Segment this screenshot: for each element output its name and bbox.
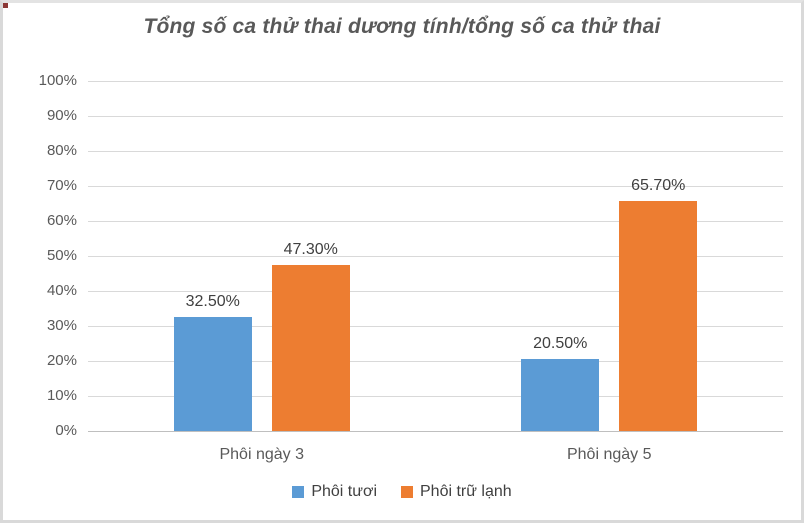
- y-axis-tick-label: 60%: [46, 212, 77, 229]
- legend-swatch-icon: [292, 486, 305, 498]
- gridline: [88, 291, 783, 292]
- bar-data-label: 32.50%: [185, 293, 240, 311]
- bar: [619, 201, 698, 431]
- legend-item: Phôi trữ lạnh: [401, 483, 512, 501]
- bar: [173, 317, 252, 431]
- plot-area: 0% 10% 20% 30% 40% 50% 60% 70% 80% 90% 100% Phôi ng…: [3, 3, 801, 520]
- x-axis-category-label: Phôi ngày 5: [566, 446, 652, 463]
- gridline: [88, 326, 783, 327]
- corner-artifact: [3, 3, 8, 8]
- bar-data-label: 65.70%: [631, 177, 686, 195]
- gridline: [88, 396, 783, 397]
- y-axis-tick-label: 50%: [46, 247, 77, 264]
- legend-label: Phôi trữ lạnh: [420, 483, 512, 500]
- y-axis-tick-label: 90%: [46, 107, 77, 124]
- legend-item: Phôi tươi: [292, 483, 377, 501]
- bar-data-label: 47.30%: [283, 241, 338, 259]
- bar: [521, 359, 600, 431]
- gridline: [88, 81, 783, 82]
- chart-title: Tổng số ca thử thai dương tính/tổng số c…: [143, 15, 661, 38]
- y-axis-tick-label: 70%: [46, 177, 77, 194]
- gridline: [88, 151, 783, 152]
- legend-swatch-icon: [401, 486, 413, 498]
- gridline: [88, 431, 783, 432]
- bar: [271, 265, 350, 431]
- gridline: [88, 256, 783, 257]
- x-axis-category-label: Phôi ngày 3: [219, 446, 304, 463]
- gridline: [88, 221, 783, 222]
- gridline: [88, 186, 783, 187]
- bar-data-label: 20.50%: [533, 335, 588, 353]
- y-axis-tick-label: 10%: [46, 387, 77, 404]
- y-axis-tick-label: 30%: [46, 317, 77, 334]
- y-axis-tick-label: 100%: [38, 72, 77, 89]
- y-axis-tick-label: 0%: [55, 422, 77, 439]
- gridline: [88, 116, 783, 117]
- y-axis-tick-label: 40%: [46, 282, 77, 299]
- y-axis-tick-label: 20%: [46, 352, 77, 369]
- gridline: [88, 361, 783, 362]
- legend: Phôi tươi Phôi trữ lạnh: [3, 483, 801, 501]
- legend-label: Phôi tươi: [311, 483, 377, 500]
- y-axis-tick-label: 80%: [46, 142, 77, 159]
